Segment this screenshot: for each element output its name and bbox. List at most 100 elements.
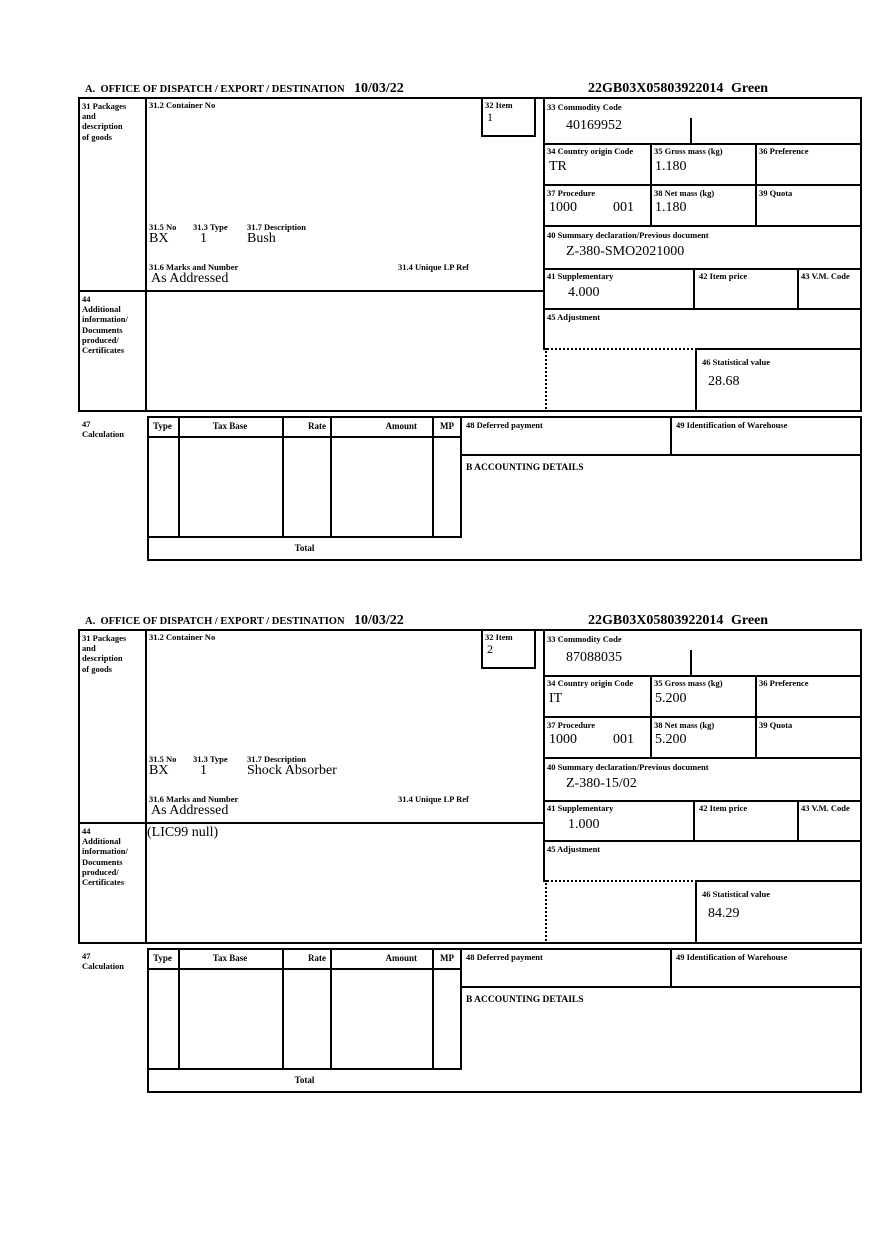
dispatch-date: 10/03/22 — [354, 613, 404, 628]
total-row — [147, 1070, 862, 1093]
accounting-details-label: B ACCOUNTING DETAILS — [466, 463, 584, 473]
supplementary-value: 1.000 — [568, 817, 600, 832]
declaration-reference: 22GB03X05803922014 — [588, 81, 724, 96]
calculation-label-line: 47 — [82, 419, 91, 429]
marks-number-label: 31.6 Marks and Number — [149, 262, 239, 272]
tax-amount-header: Amount — [385, 421, 417, 431]
commodity-code-value: 40169952 — [566, 118, 622, 133]
tax-table-divider — [432, 416, 434, 538]
warehouse-label: 49 Identification of Warehouse — [676, 952, 788, 962]
description-label: 31.7 Description — [247, 754, 307, 764]
declaration-item-2: A. OFFICE OF DISPATCH / EXPORT / DESTINA… — [0, 612, 882, 1112]
summary-declaration-label: 40 Summary declaration/Previous document — [547, 230, 709, 240]
routing-status: Green — [731, 81, 769, 96]
additional-info-label: 44 Additional information/ Documents pro… — [82, 826, 146, 887]
additional-info-label-line: Documents — [82, 324, 123, 335]
packages-label: 31 Packages and description of goods — [82, 633, 140, 674]
col-divider-35-36 — [755, 675, 757, 757]
procedure-value: 1000 — [549, 200, 577, 215]
additional-info-label-line: information/ — [82, 314, 128, 325]
description-label: 31.7 Description — [247, 222, 307, 232]
additional-info-label-line: Certificates — [82, 876, 125, 887]
additional-info-label-line: produced/ — [82, 866, 119, 877]
routing-status: Green — [731, 613, 769, 628]
col-divider-41-42 — [693, 268, 695, 308]
package-no-value: BX — [149, 763, 169, 778]
tax-table-header-rule — [147, 968, 462, 970]
gross-mass-label: 35 Gross mass (kg) — [654, 678, 723, 688]
deferred-payment-label: 48 Deferred payment — [466, 952, 543, 962]
dotted-rule-horizontal — [543, 880, 697, 882]
adjustment-label: 45 Adjustment — [547, 844, 601, 854]
additional-info-value: (LIC99 null) — [147, 825, 219, 840]
box44-top-rule — [78, 290, 545, 292]
package-no-label: 31.5 No — [149, 754, 177, 764]
net-mass-label: 38 Net mass (kg) — [654, 720, 715, 730]
tax-table-header-rule — [147, 436, 462, 438]
additional-info-label-line: Certificates — [82, 344, 125, 355]
package-no-value: BX — [149, 231, 169, 246]
country-origin-label: 34 Country origin Code — [547, 146, 634, 156]
quota-label: 39 Quota — [759, 188, 793, 198]
item-price-label: 42 Item price — [699, 803, 748, 813]
vm-code-label: 43 V.M. Code — [801, 803, 850, 813]
supplementary-value: 4.000 — [568, 285, 600, 300]
col-divider-41-42 — [693, 800, 695, 840]
tax-table-divider — [178, 416, 180, 538]
package-type-label: 31.3 Type — [193, 754, 228, 764]
net-mass-value: 1.180 — [655, 200, 687, 215]
accounting-details-box — [462, 456, 862, 561]
marks-number-value: As Addressed — [151, 803, 229, 818]
box34-row-rule — [543, 716, 862, 718]
additional-info-label-line: 44 — [82, 826, 91, 836]
box40-bottom-rule — [543, 800, 862, 802]
tax-table — [147, 948, 462, 1070]
packages-label-line: 31 Packages — [82, 101, 127, 111]
item-outer-box — [78, 97, 862, 412]
box33-bottom-rule — [543, 143, 862, 145]
warehouse-box — [672, 416, 862, 456]
total-label: Total — [294, 1075, 315, 1085]
net-mass-value: 5.200 — [655, 732, 687, 747]
unique-lp-ref-label: 31.4 Unique LP Ref — [398, 794, 469, 804]
item-number-value: 1 — [487, 110, 493, 124]
total-label: Total — [294, 543, 315, 553]
description-value: Shock Absorber — [247, 763, 337, 778]
adjustment-label: 45 Adjustment — [547, 312, 601, 322]
tax-rate-header: Rate — [308, 953, 326, 963]
tax-table-divider — [432, 948, 434, 1070]
office-of-dispatch-label: A. OFFICE OF DISPATCH / EXPORT / DESTINA… — [85, 84, 345, 95]
dispatch-date: 10/03/22 — [354, 81, 404, 96]
commodity-code-label: 33 Commodity Code — [547, 102, 622, 112]
calculation-label-line: Calculation — [82, 961, 125, 972]
preference-label: 36 Preference — [759, 146, 809, 156]
procedure-label: 37 Procedure — [547, 720, 596, 730]
tax-table-divider — [282, 416, 284, 538]
item-price-label: 42 Item price — [699, 271, 748, 281]
calculation-label: 47 Calculation — [82, 419, 142, 439]
dotted-rule-vertical — [545, 348, 547, 412]
tax-base-header: Tax Base — [212, 953, 248, 963]
additional-info-label-line: 44 — [82, 294, 91, 304]
tax-table — [147, 416, 462, 538]
procedure-extra-value: 001 — [613, 200, 634, 215]
main-vertical-divider — [543, 97, 545, 348]
item-number-box — [481, 629, 536, 669]
additional-info-label-line: Documents — [82, 856, 123, 867]
col-divider-34-35 — [650, 675, 652, 757]
supplementary-label: 41 Supplementary — [547, 803, 614, 813]
additional-info-label: 44 Additional information/ Documents pro… — [82, 294, 146, 355]
procedure-value: 1000 — [549, 732, 577, 747]
tax-type-header: Type — [153, 953, 172, 963]
quota-label: 39 Quota — [759, 720, 793, 730]
box33-bottom-rule — [543, 675, 862, 677]
package-type-value: 1 — [200, 231, 207, 246]
commodity-code-value: 87088035 — [566, 650, 622, 665]
box37-row-rule — [543, 225, 862, 227]
gross-mass-value: 1.180 — [655, 159, 687, 174]
commodity-code-label: 33 Commodity Code — [547, 634, 622, 644]
statistical-value-label: 46 Statistical value — [702, 357, 770, 367]
preference-label: 36 Preference — [759, 678, 809, 688]
commodity-code-divider — [690, 118, 692, 143]
